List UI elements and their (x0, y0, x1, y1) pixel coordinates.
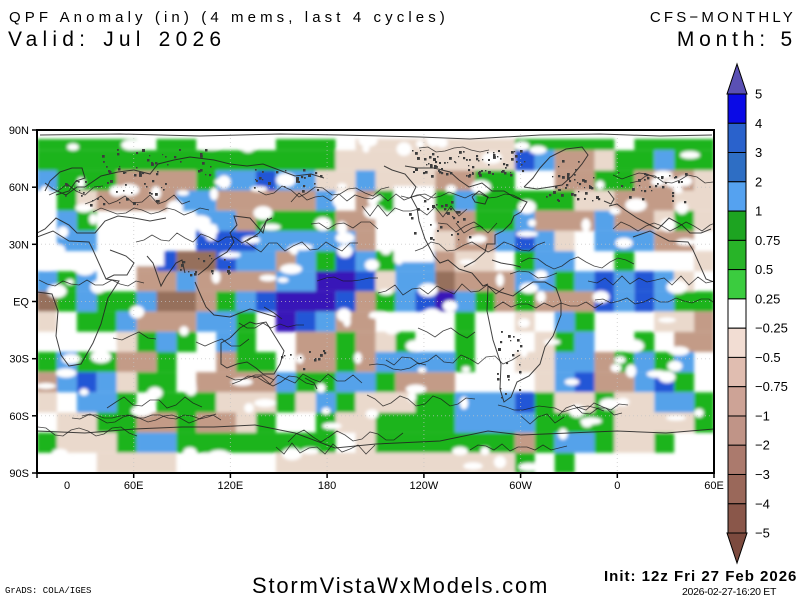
svg-text:120W: 120W (410, 480, 439, 492)
svg-text:−1: −1 (755, 409, 770, 424)
svg-text:−3: −3 (755, 467, 770, 482)
svg-text:2: 2 (755, 174, 762, 189)
svg-text:90S: 90S (9, 468, 29, 480)
svg-text:−0.75: −0.75 (755, 379, 788, 394)
svg-text:−5: −5 (755, 526, 770, 541)
svg-text:4: 4 (755, 116, 762, 131)
svg-text:120E: 120E (218, 480, 244, 492)
svg-text:−2: −2 (755, 438, 770, 453)
svg-text:1: 1 (755, 204, 762, 219)
svg-text:3: 3 (755, 145, 762, 160)
svg-text:0: 0 (64, 480, 70, 492)
svg-text:−0.25: −0.25 (755, 321, 788, 336)
svg-text:90N: 90N (9, 125, 29, 137)
svg-text:180: 180 (318, 480, 336, 492)
svg-text:0: 0 (614, 480, 620, 492)
svg-text:0.25: 0.25 (755, 291, 780, 306)
svg-text:0.5: 0.5 (755, 262, 773, 277)
svg-text:−4: −4 (755, 496, 770, 511)
svg-text:−0.5: −0.5 (755, 350, 781, 365)
svg-text:60W: 60W (509, 480, 532, 492)
svg-text:30N: 30N (9, 239, 29, 251)
svg-text:0.75: 0.75 (755, 233, 780, 248)
svg-text:60E: 60E (124, 480, 144, 492)
svg-text:60S: 60S (9, 411, 29, 423)
svg-text:30S: 30S (9, 354, 29, 366)
svg-text:5: 5 (755, 87, 762, 102)
svg-text:60N: 60N (9, 182, 29, 194)
svg-text:EQ: EQ (13, 297, 29, 309)
svg-text:60E: 60E (704, 480, 724, 492)
